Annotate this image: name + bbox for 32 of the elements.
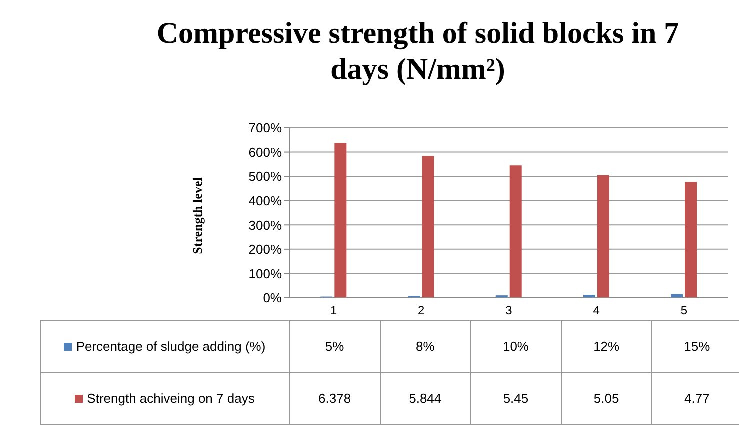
- bar: [510, 166, 522, 298]
- y-tick-label: 100%: [248, 266, 282, 282]
- y-tick-label: 300%: [248, 218, 282, 233]
- y-tick-label: 600%: [248, 144, 282, 160]
- data-label: 5.45: [470, 372, 562, 424]
- bar: [334, 143, 347, 298]
- data-label: 10%: [470, 320, 562, 372]
- data-label: 5.844: [380, 372, 471, 424]
- x-tick-label: 1: [330, 304, 338, 318]
- data-label: 4.77: [652, 372, 739, 424]
- bar: [597, 175, 610, 298]
- y-axis-title: Strength level: [190, 176, 206, 256]
- x-tick-label: 5: [680, 304, 688, 318]
- y-tick-label: 400%: [248, 193, 282, 208]
- y-tick-label: 0%: [263, 290, 282, 306]
- bar: [685, 182, 698, 298]
- y-tick-label: 500%: [248, 169, 282, 184]
- legend-label: Percentage of sludge adding (%): [40, 320, 290, 372]
- chart-title: Compressive strength of solid blocks in 7 days (N/mm²): [156, 16, 680, 88]
- x-tick-label: 2: [418, 304, 426, 318]
- data-label: 8%: [380, 320, 471, 372]
- data-label: 5.05: [561, 372, 652, 424]
- x-tick-label: 3: [506, 304, 513, 318]
- bar: [422, 156, 434, 298]
- data-label: 15%: [652, 320, 739, 372]
- x-tick-label: 4: [593, 304, 600, 318]
- data-label: 6.378: [290, 372, 380, 424]
- data-label: 12%: [561, 320, 652, 372]
- data-label: 5%: [290, 320, 380, 372]
- y-tick-label: 700%: [248, 120, 282, 136]
- legend-label: Strength achiveing on 7 days: [40, 372, 290, 424]
- y-tick-label: 200%: [248, 242, 282, 258]
